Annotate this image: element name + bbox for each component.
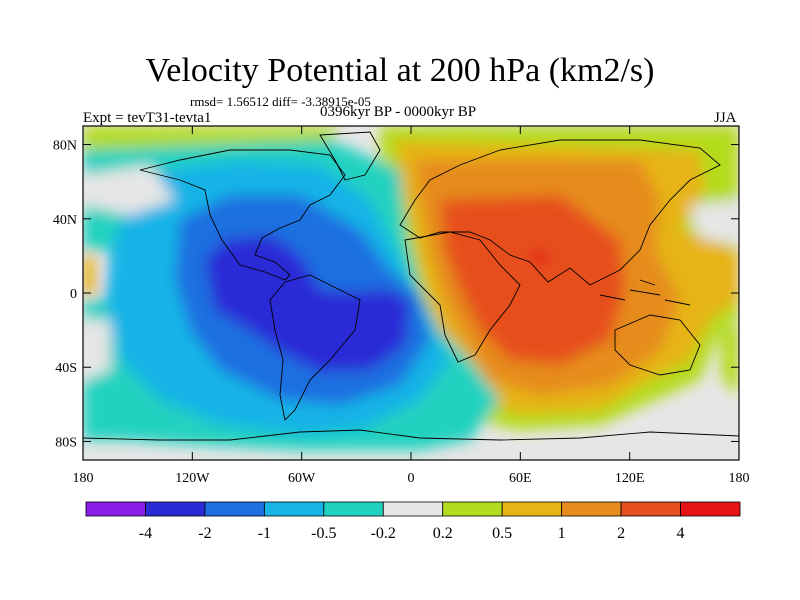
colorbar-label: -1 (258, 525, 271, 542)
lat-tick-label: 80S (55, 435, 77, 450)
contour-pos-4 (530, 250, 548, 266)
colorbar-box (85, 501, 146, 517)
contour-pos-patch-west (83, 255, 96, 295)
lon-tick-label: 180 (729, 471, 750, 486)
lat-tick-label: 40N (53, 213, 77, 228)
colorbar-box (680, 501, 741, 517)
lon-tick-label: 120W (175, 471, 210, 486)
experiment-label: Expt = tevT31-tevta1 (83, 110, 212, 126)
map-axes: 80N 40N 0 40S 80S 180 120W 60W 0 60E 120E 180 (53, 126, 750, 486)
colorbar-label: 2 (617, 525, 625, 542)
contour-pos-patch-southeast (720, 325, 739, 395)
colorbar-box (620, 501, 681, 517)
colorbar-box (204, 501, 265, 517)
contour-field (83, 126, 739, 460)
colorbar-label: 0.5 (492, 525, 512, 542)
colorbar-box (323, 501, 384, 517)
contour-neutral-northpac (83, 165, 175, 215)
contour-neutral-northeast (690, 200, 739, 245)
coast-north-america (139, 149, 346, 281)
colorbar-label: -0.5 (311, 525, 336, 542)
colorbar-label: 1 (558, 525, 566, 542)
colorbar-label: 0.2 (433, 525, 453, 542)
colorbar-box (501, 501, 563, 517)
contour-pos-2 (440, 195, 625, 365)
lon-tick-label: 0 (408, 471, 415, 486)
coastlines (83, 131, 739, 441)
coast-south-america (269, 274, 361, 421)
coast-africa (404, 231, 521, 363)
colorbar-box (382, 501, 444, 517)
lat-tick-label: 0 (70, 287, 77, 302)
colorbar-label: -2 (198, 525, 211, 542)
colorbar: -4 -2 -1 -0.5 -0.2 0.2 0.5 1 2 4 (85, 501, 741, 542)
colorbar-label: -0.2 (371, 525, 396, 542)
lat-tick-label: 80N (53, 139, 77, 154)
coast-europe-asia (399, 139, 721, 286)
period-label: 0396kyr BP - 0000kyr BP (320, 104, 477, 120)
lon-tick-label: 60E (509, 471, 532, 486)
colorbar-box (263, 501, 325, 517)
colorbar-label: 4 (677, 525, 685, 542)
colorbar-box (561, 501, 622, 517)
contour-neutral-eastpac (83, 320, 110, 380)
colorbar-label: -4 (139, 525, 152, 542)
lat-tick-label: 40S (55, 361, 77, 376)
season-label: JJA (714, 110, 737, 126)
coast-antarctica (83, 429, 739, 441)
lon-tick-label: 60W (288, 471, 316, 486)
coast-maritime-continent (599, 279, 691, 306)
coast-greenland (319, 131, 381, 181)
lon-tick-label: 180 (73, 471, 94, 486)
colorbar-box (145, 501, 206, 517)
lon-tick-label: 120E (615, 471, 645, 486)
stats-text: rmsd= 1.56512 diff= -3.38915e-05 (190, 94, 371, 109)
plot-title: Velocity Potential at 200 hPa (km2/s) (145, 52, 655, 89)
contour-pos-patch-north (83, 126, 340, 150)
coast-australia (614, 314, 701, 376)
colorbar-box (442, 501, 503, 517)
